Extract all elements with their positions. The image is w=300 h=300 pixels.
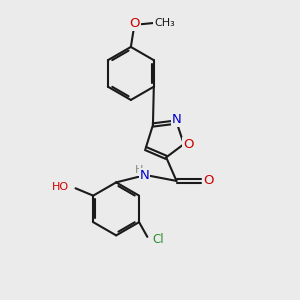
- Text: Cl: Cl: [153, 233, 164, 246]
- Text: HO: HO: [52, 182, 69, 192]
- Text: CH₃: CH₃: [154, 18, 175, 28]
- Text: N: N: [140, 169, 150, 182]
- Text: O: O: [183, 138, 194, 151]
- Text: O: O: [203, 174, 213, 188]
- Text: H: H: [135, 165, 143, 175]
- Text: O: O: [129, 17, 140, 31]
- Text: N: N: [172, 113, 182, 126]
